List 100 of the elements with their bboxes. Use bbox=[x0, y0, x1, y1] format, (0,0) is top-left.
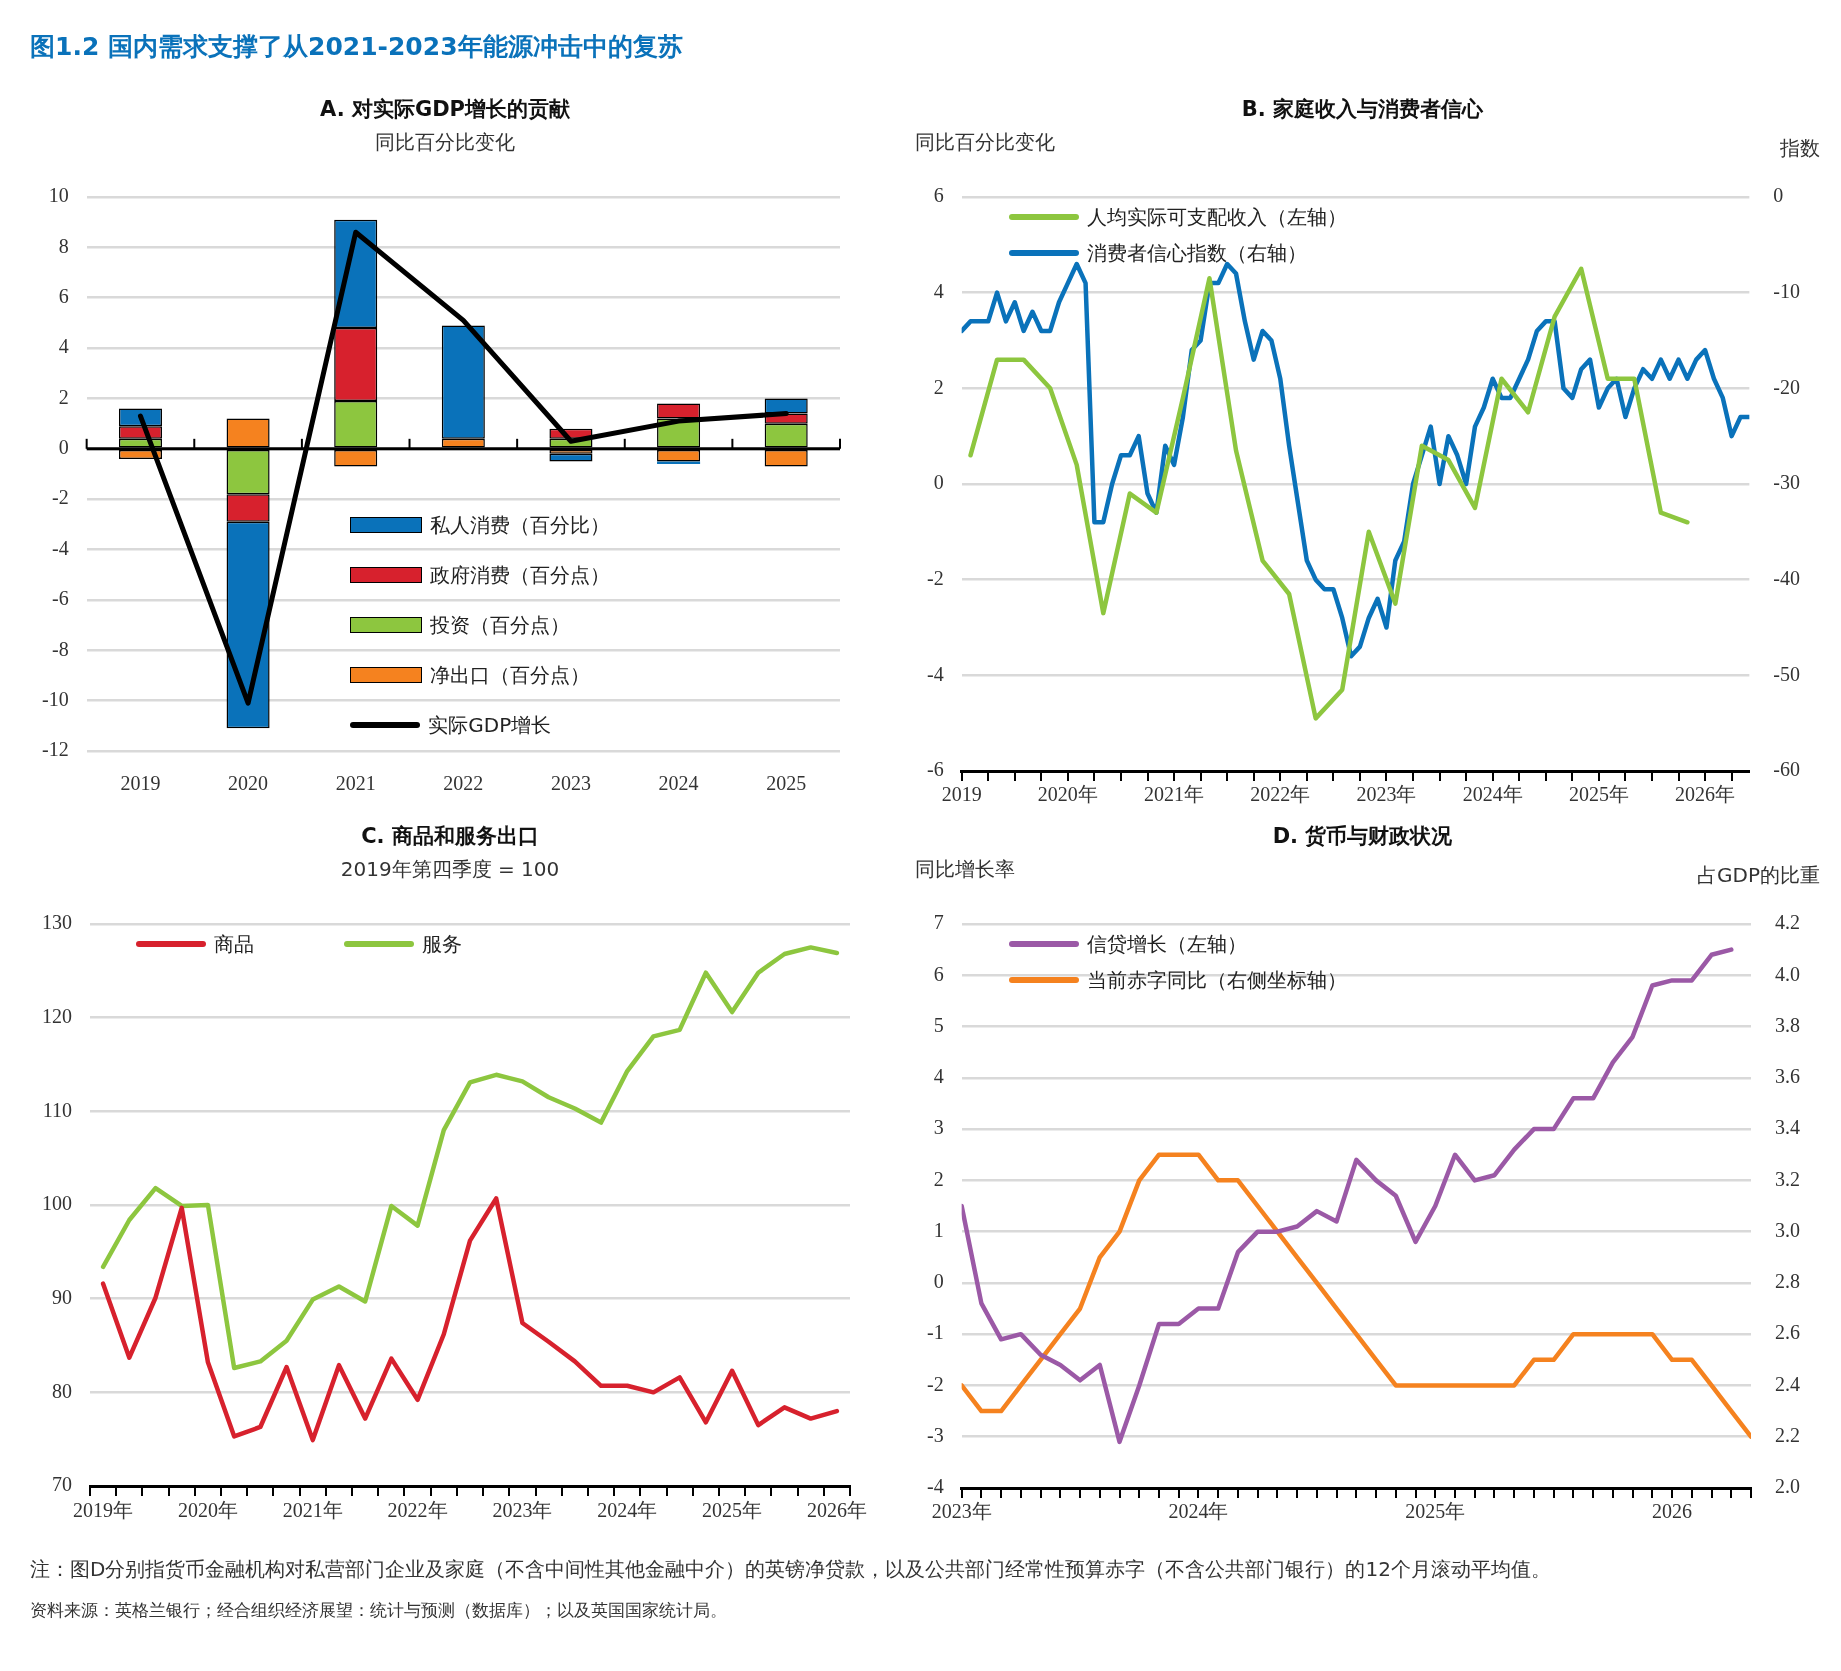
y2-tick-label: -30 bbox=[1773, 471, 1801, 494]
chart-subtitle: 同比百分比变化 bbox=[374, 129, 516, 156]
y2-tick-label: -50 bbox=[1773, 662, 1801, 685]
y2-axis-title: 指数 bbox=[1780, 135, 1820, 162]
y2-tick-label: 3.0 bbox=[1775, 1218, 1800, 1241]
caption: 图1.2 国内需求支撑了从2021-2023年能源冲击中的复苏 bbox=[30, 31, 683, 63]
y-tick-label: -2 bbox=[926, 1372, 944, 1395]
legend-label: 当前赤字同比（右侧坐标轴） bbox=[1087, 966, 1348, 994]
x-tick-label: 2024年 bbox=[1168, 1500, 1229, 1523]
y-tick-label: 6 bbox=[58, 284, 69, 307]
x-tick-label: 2025年 bbox=[1568, 783, 1629, 806]
x-tick-label: 2022年 bbox=[1250, 783, 1311, 806]
y-tick-label: 2 bbox=[933, 1167, 944, 1190]
x-tick-label: 2026 bbox=[1652, 1500, 1693, 1523]
text: 资料来源：英格兰银行；经合组织经济展望：统计与预测（数据库）；以及英国国家统计局。 bbox=[30, 1599, 728, 1622]
x-tick-label: 2019 bbox=[941, 783, 982, 806]
legend-label: 净出口（百分点） bbox=[430, 661, 591, 689]
y-tick-label: 4 bbox=[58, 335, 69, 358]
y-tick-label: 90 bbox=[52, 1285, 72, 1308]
y2-tick-label: 4.2 bbox=[1775, 911, 1800, 934]
y2-tick-label: -10 bbox=[1773, 279, 1801, 302]
x-tick-label: 2022年 bbox=[387, 1499, 448, 1522]
chart-title: B. 家庭收入与消费者信心 bbox=[1240, 96, 1485, 123]
y-tick-label: -6 bbox=[51, 587, 69, 610]
y2-tick-label: 3.2 bbox=[1775, 1167, 1800, 1190]
y2-tick-label: 2.2 bbox=[1775, 1423, 1800, 1446]
y-tick-label: 80 bbox=[52, 1379, 72, 1402]
x-tick-label: 2023年 bbox=[492, 1499, 553, 1522]
x-tick-label: 2026年 bbox=[1675, 783, 1736, 806]
legend-label: 消费者信心指数（右轴） bbox=[1086, 239, 1307, 267]
x-tick-label: 2024年 bbox=[597, 1499, 658, 1522]
x-tick-label: 2021年 bbox=[282, 1499, 343, 1522]
y-tick-label: -4 bbox=[926, 662, 944, 685]
legend-label: 政府消费（百分点） bbox=[430, 561, 611, 589]
y2-axis-title: 占GDP的比重 bbox=[1697, 862, 1820, 889]
x-tick-label: 2022 bbox=[443, 772, 484, 795]
x-tick-label: 2025年 bbox=[702, 1499, 763, 1522]
y2-tick-label: 3.4 bbox=[1775, 1116, 1800, 1139]
y-tick-label: 70 bbox=[52, 1473, 72, 1496]
x-tick-label: 2023年 bbox=[931, 1500, 992, 1523]
y-tick-label: -3 bbox=[926, 1423, 944, 1446]
y-tick-label: 130 bbox=[42, 911, 72, 934]
y2-tick-label: 2.0 bbox=[1775, 1475, 1800, 1498]
y2-tick-label: 0 bbox=[1773, 184, 1784, 207]
y2-tick-label: 2.4 bbox=[1775, 1372, 1800, 1395]
chart-subtitle: 2019年第四季度 = 100 bbox=[339, 856, 561, 883]
y-tick-label: 0 bbox=[933, 471, 944, 494]
y-tick-label: 2 bbox=[933, 375, 944, 398]
legend-label: 投资（百分点） bbox=[430, 611, 571, 639]
chart-title: C. 商品和服务出口 bbox=[360, 823, 540, 850]
x-tick-label: 2023年 bbox=[1356, 783, 1417, 806]
y-tick-label: 6 bbox=[933, 962, 944, 985]
y-tick-label: 5 bbox=[933, 1013, 944, 1036]
x-tick-label: 2019年 bbox=[73, 1499, 134, 1522]
y-tick-label: 4 bbox=[933, 279, 944, 302]
y-tick-label: 6 bbox=[933, 184, 944, 207]
legend-label: 私人消费（百分比） bbox=[430, 511, 611, 539]
y2-tick-label: 2.6 bbox=[1775, 1321, 1800, 1344]
x-tick-label: 2021 bbox=[335, 772, 376, 795]
y-tick-label: 0 bbox=[933, 1270, 944, 1293]
y2-tick-label: 3.8 bbox=[1775, 1013, 1800, 1036]
x-tick-label: 2024 bbox=[658, 772, 699, 795]
y-tick-label: 110 bbox=[42, 1098, 72, 1121]
y-tick-label: -1 bbox=[926, 1321, 944, 1344]
legend-label: 服务 bbox=[421, 930, 462, 958]
y-tick-label: 4 bbox=[933, 1065, 944, 1088]
y2-tick-label: -60 bbox=[1773, 758, 1801, 781]
x-tick-label: 2026年 bbox=[806, 1499, 867, 1522]
y-tick-label: -8 bbox=[51, 637, 69, 660]
y-tick-label: 100 bbox=[42, 1192, 72, 1215]
x-tick-label: 2023 bbox=[550, 772, 591, 795]
y2-tick-label: -40 bbox=[1773, 566, 1801, 589]
y-tick-label: 8 bbox=[58, 234, 69, 257]
y-tick-label: 2 bbox=[58, 385, 69, 408]
y2-tick-label: -20 bbox=[1773, 375, 1801, 398]
x-tick-label: 2020 bbox=[228, 772, 269, 795]
x-tick-label: 2021年 bbox=[1144, 783, 1205, 806]
text: 注：图D分别指货币金融机构对私营部门企业及家庭（不含中间性其他金融中介）的英镑净贷款，以及公共部门经常性预算赤字（不含公共部门银行）的12个月滚动平均值。 bbox=[30, 1556, 1552, 1583]
legend-label: 实际GDP增长 bbox=[428, 711, 552, 739]
y-axis-title: 同比百分比变化 bbox=[915, 129, 1055, 156]
y-axis-title: 同比增长率 bbox=[915, 856, 1015, 883]
chart-title: D. 货币与财政状况 bbox=[1271, 823, 1454, 850]
x-tick-label: 2024年 bbox=[1462, 783, 1523, 806]
y-tick-label: -10 bbox=[41, 687, 69, 710]
legend-label: 信贷增长（左轴） bbox=[1087, 930, 1248, 958]
y-tick-label: -6 bbox=[926, 758, 944, 781]
legend-label: 人均实际可支配收入（左轴） bbox=[1086, 203, 1347, 231]
y-tick-label: 0 bbox=[58, 436, 69, 459]
chart-title: A. 对实际GDP增长的贡献 bbox=[319, 96, 571, 123]
y-tick-label: -4 bbox=[51, 536, 69, 559]
y-tick-label: -12 bbox=[41, 738, 69, 761]
x-tick-label: 2020年 bbox=[177, 1499, 238, 1522]
x-tick-label: 2025年 bbox=[1405, 1500, 1466, 1523]
y-tick-label: -4 bbox=[926, 1475, 944, 1498]
x-tick-label: 2025 bbox=[766, 772, 807, 795]
y2-tick-label: 4.0 bbox=[1775, 962, 1800, 985]
y-tick-label: -2 bbox=[926, 566, 944, 589]
y2-tick-label: 3.6 bbox=[1775, 1065, 1800, 1088]
legend-label: 商品 bbox=[213, 930, 254, 958]
y-tick-label: -2 bbox=[51, 486, 69, 509]
